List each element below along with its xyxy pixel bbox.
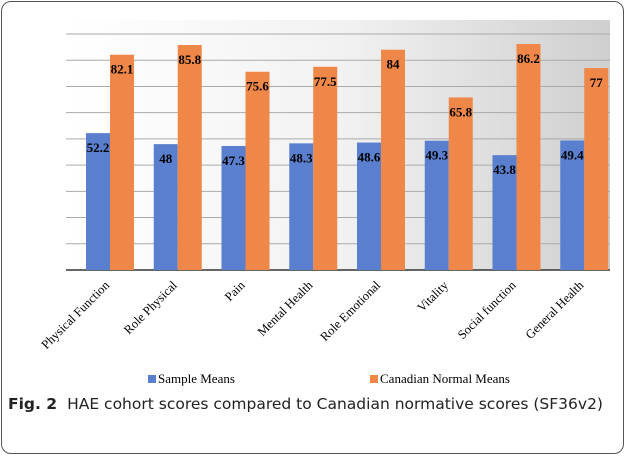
x-tick-label: Role Emotional [317, 278, 383, 344]
legend-label: Sample Means [158, 371, 235, 386]
data-label: 49.4 [561, 147, 584, 162]
bar [313, 66, 338, 271]
x-tick-label: Physical Function [39, 278, 113, 352]
legend-swatch [370, 375, 378, 383]
x-tick-label: Mental Health [255, 278, 316, 339]
data-label: 82.1 [111, 62, 134, 77]
caption: Fig. 2 HAE cohort scores compared to Cana… [8, 393, 608, 415]
data-label: 75.6 [246, 79, 269, 94]
bar [245, 71, 270, 270]
legend-swatch [148, 375, 156, 383]
x-tick-label: Role Physical [121, 278, 180, 337]
data-label: 48.3 [290, 150, 313, 165]
data-label: 85.8 [178, 52, 201, 67]
x-tick-label: Vitality [414, 278, 451, 315]
bar [177, 45, 202, 270]
caption-text: HAE cohort scores compared to Canadian n… [67, 395, 603, 413]
data-label: 52.2 [87, 140, 110, 155]
bar [516, 43, 541, 270]
bar [381, 49, 405, 270]
bar [357, 142, 381, 270]
x-tick-label: General Health [523, 278, 587, 342]
bar [110, 54, 134, 270]
data-label: 77 [590, 75, 604, 90]
data-label: 48 [159, 151, 173, 166]
bar [424, 140, 449, 270]
bar [492, 155, 517, 270]
bar [153, 144, 178, 270]
data-label: 86.2 [517, 51, 540, 66]
chart: 52.2 82.1 Physical Function 48 85.8 Role Phys… [39, 20, 610, 386]
data-label: 65.8 [449, 104, 472, 119]
bar [221, 145, 246, 270]
bar [86, 133, 110, 270]
data-label: 47.3 [222, 153, 245, 168]
data-label: 84 [387, 57, 401, 72]
bar [448, 97, 473, 270]
data-label: 48.6 [358, 150, 381, 165]
data-label: 43.8 [493, 162, 516, 177]
figure-label: Fig. 2 [8, 395, 58, 413]
data-label: 77.5 [314, 74, 337, 89]
x-tick-label: Social function [455, 278, 519, 342]
data-label: 49.3 [425, 148, 448, 163]
bar [289, 143, 314, 270]
x-tick-label: Pain [222, 278, 248, 304]
bar [560, 140, 585, 270]
legend-label: Canadian Normal Means [380, 371, 510, 386]
bar [584, 68, 609, 270]
